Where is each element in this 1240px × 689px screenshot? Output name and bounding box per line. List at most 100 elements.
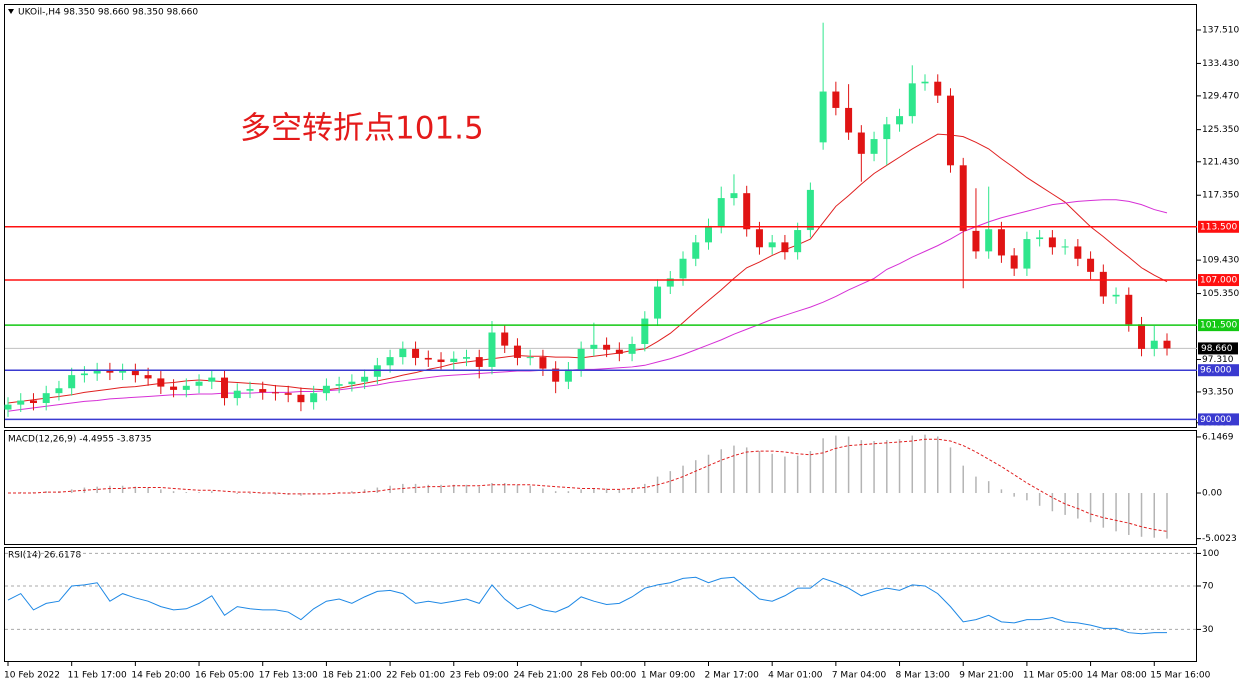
candle-body — [322, 385, 330, 394]
candle-body — [221, 377, 229, 399]
candle-body — [1023, 239, 1031, 269]
candle-body — [284, 393, 292, 395]
candle-body — [310, 393, 318, 403]
y-tick-label: 121.430 — [1202, 157, 1239, 167]
x-tick-label: 18 Feb 21:00 — [322, 671, 381, 681]
collapse-icon — [8, 9, 14, 14]
candle-body — [501, 332, 509, 346]
y-tick-label: 100 — [1202, 549, 1219, 559]
annotation: 多空转折点101.5 — [240, 111, 484, 147]
y-tick-label: 97.310 — [1202, 355, 1234, 365]
candle-body — [1048, 237, 1056, 248]
x-tick-label: 16 Feb 05:00 — [195, 671, 254, 681]
candle-body — [119, 371, 127, 373]
candle-body — [208, 377, 216, 382]
candle-body — [857, 132, 865, 154]
candle-body — [730, 193, 738, 199]
candle-body — [144, 375, 152, 379]
y-tick-label: 129.470 — [1202, 91, 1239, 101]
candle-body — [526, 357, 534, 359]
level-label: 113.500 — [1200, 222, 1237, 232]
candle-body — [361, 376, 369, 382]
x-tick-label: 4 Mar 01:00 — [768, 671, 823, 681]
candle-body — [806, 189, 814, 231]
x-tick-label: 28 Feb 00:00 — [577, 671, 636, 681]
candle-body — [768, 242, 776, 248]
y-tick-label: 117.350 — [1202, 191, 1239, 201]
rsi-line — [7, 576, 1167, 635]
candle-body — [182, 385, 190, 390]
candle-body — [794, 230, 802, 253]
candle-body — [679, 258, 687, 279]
candle-body — [946, 95, 954, 166]
candle-body — [781, 242, 789, 253]
candle-body — [412, 348, 420, 358]
candle-body — [704, 225, 712, 243]
level-label: 90.000 — [1200, 415, 1232, 425]
moving-average — [7, 133, 1168, 404]
candle-body — [4, 404, 12, 410]
candle-body — [819, 91, 827, 143]
candle-body — [1061, 246, 1069, 248]
x-tick-label: 14 Mar 08:00 — [1087, 671, 1147, 681]
x-tick-label: 23 Feb 09:00 — [450, 671, 509, 681]
candle-body — [259, 389, 267, 393]
candle-body — [373, 365, 381, 377]
candle-body — [1074, 246, 1082, 259]
candle-body — [832, 91, 840, 108]
candle-body — [463, 357, 471, 359]
macd-signal — [8, 438, 1168, 532]
x-tick-label: 2 Mar 17:00 — [704, 671, 759, 681]
y-tick-label: 30 — [1202, 625, 1214, 635]
candle-body — [908, 83, 916, 117]
candle-body — [106, 370, 114, 373]
y-tick-label: 6.1469 — [1202, 432, 1234, 442]
x-tick-label: 1 Mar 09:00 — [641, 671, 696, 681]
candle-body — [997, 229, 1005, 256]
candle-body — [450, 358, 458, 363]
x-tick-label: 15 Mar 16:00 — [1150, 671, 1210, 681]
candle-body — [717, 198, 725, 226]
candle-body — [271, 392, 279, 394]
candle-body — [577, 348, 585, 370]
candle-body — [641, 318, 649, 344]
y-tick-label: 125.350 — [1202, 125, 1239, 135]
candle-body — [348, 381, 356, 385]
x-tick-label: 10 Feb 2022 — [4, 671, 60, 681]
candle-body — [29, 400, 37, 404]
candle-body — [1150, 340, 1158, 349]
y-tick-label: 0.00 — [1202, 489, 1222, 499]
level-label-box — [1198, 364, 1239, 377]
candle-body — [195, 381, 203, 386]
x-tick-label: 22 Feb 01:00 — [386, 671, 445, 681]
candle-body — [170, 386, 178, 390]
candle-body — [1112, 294, 1120, 297]
candle-body — [475, 357, 483, 367]
candle-body — [1036, 237, 1044, 240]
x-tick-label: 7 Mar 04:00 — [832, 671, 887, 681]
candle-body — [896, 116, 904, 125]
candle-body — [603, 344, 611, 350]
x-tick-label: 11 Feb 17:00 — [68, 671, 127, 681]
candle-body — [335, 384, 343, 386]
candle-body — [628, 343, 636, 354]
level-label: 101.500 — [1200, 321, 1237, 331]
candle-body — [552, 368, 560, 382]
y-tick-label: 93.350 — [1202, 387, 1234, 397]
candle-body — [55, 388, 63, 394]
candle-body — [437, 359, 445, 363]
level-label-box — [1198, 220, 1239, 233]
y-tick-label: 109.430 — [1202, 256, 1239, 266]
candle-body — [972, 230, 980, 252]
candle-body — [883, 124, 891, 140]
candle-body — [1163, 340, 1171, 349]
y-tick-label: 105.350 — [1202, 289, 1239, 299]
chart-title: UKOil-,H4 98.350 98.660 98.350 98.660 — [18, 8, 198, 18]
macd-title: MACD(12,26,9) -4.4955 -3.8735 — [8, 435, 152, 445]
x-tick-label: 9 Mar 21:00 — [959, 671, 1014, 681]
candle-body — [246, 389, 254, 391]
level-label-box — [1198, 274, 1239, 287]
candle-body — [1010, 255, 1018, 269]
